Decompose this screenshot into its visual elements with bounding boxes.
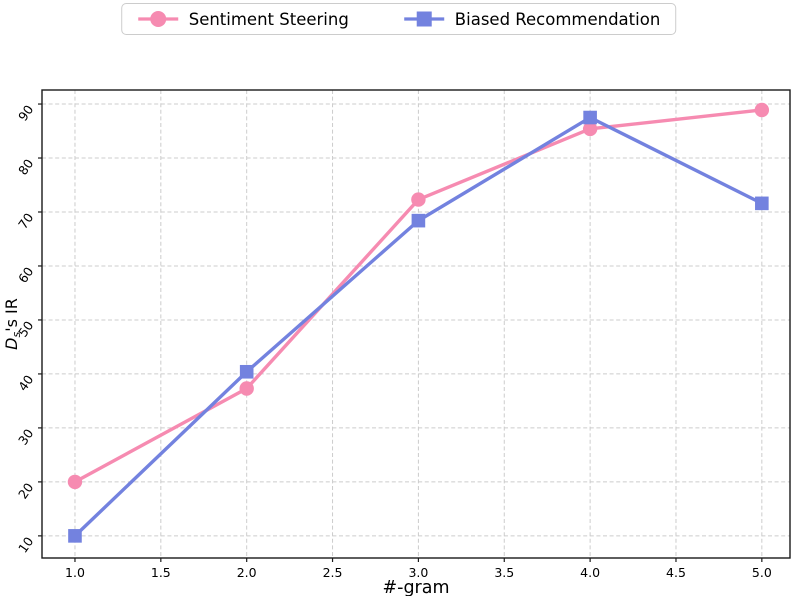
blue-square-marker-icon — [403, 11, 444, 27]
y-tick-label: 30 — [15, 426, 36, 448]
y-tick-label: 10 — [15, 534, 36, 556]
y-tick-label: 70 — [15, 210, 36, 232]
legend: Sentiment Steering Biased Recommendation — [120, 3, 677, 35]
x-tick-label: 3.0 — [408, 565, 428, 580]
y-axis-label: Ds's IR — [2, 298, 23, 350]
x-tick-label: 1.5 — [151, 565, 171, 580]
legend-label: Biased Recommendation — [454, 9, 661, 29]
pink-circle-marker-icon — [137, 11, 178, 27]
x-tick-label: 5.0 — [752, 565, 772, 580]
data-point-square — [68, 529, 82, 543]
data-point-square — [239, 364, 254, 379]
data-point-circle — [754, 102, 770, 118]
y-tick-label: 20 — [15, 480, 36, 502]
data-point-circle — [239, 381, 254, 396]
axes-frame — [41, 89, 791, 559]
x-tick-label: 4.0 — [580, 565, 600, 580]
data-point-square — [583, 110, 597, 125]
data-point-square — [755, 196, 769, 211]
x-tick-label: 1.0 — [65, 565, 85, 580]
x-tick-label: 2.0 — [237, 565, 257, 580]
y-tick-label: 60 — [15, 264, 36, 286]
x-tick-label: 2.5 — [323, 565, 343, 580]
legend-item-biased-recommendation: Biased Recommendation — [403, 8, 660, 30]
x-axis-label: #-gram — [382, 578, 449, 596]
legend-label: Sentiment Steering — [188, 9, 349, 29]
x-tick-label: 4.5 — [666, 565, 686, 580]
data-point-circle — [582, 121, 598, 137]
legend-square-sample — [416, 11, 432, 27]
data-point-square — [411, 213, 426, 228]
x-tick-label: 3.5 — [494, 565, 514, 580]
data-point-circle — [411, 192, 426, 207]
y-tick-label: 40 — [15, 372, 36, 394]
legend-circle-sample — [149, 11, 166, 27]
data-point-circle — [67, 474, 83, 490]
legend-item-sentiment-steering: Sentiment Steering — [137, 8, 349, 30]
y-tick-label: 80 — [15, 156, 36, 178]
y-tick-label: 90 — [15, 102, 36, 124]
y-tick-label: 50 — [15, 318, 36, 340]
